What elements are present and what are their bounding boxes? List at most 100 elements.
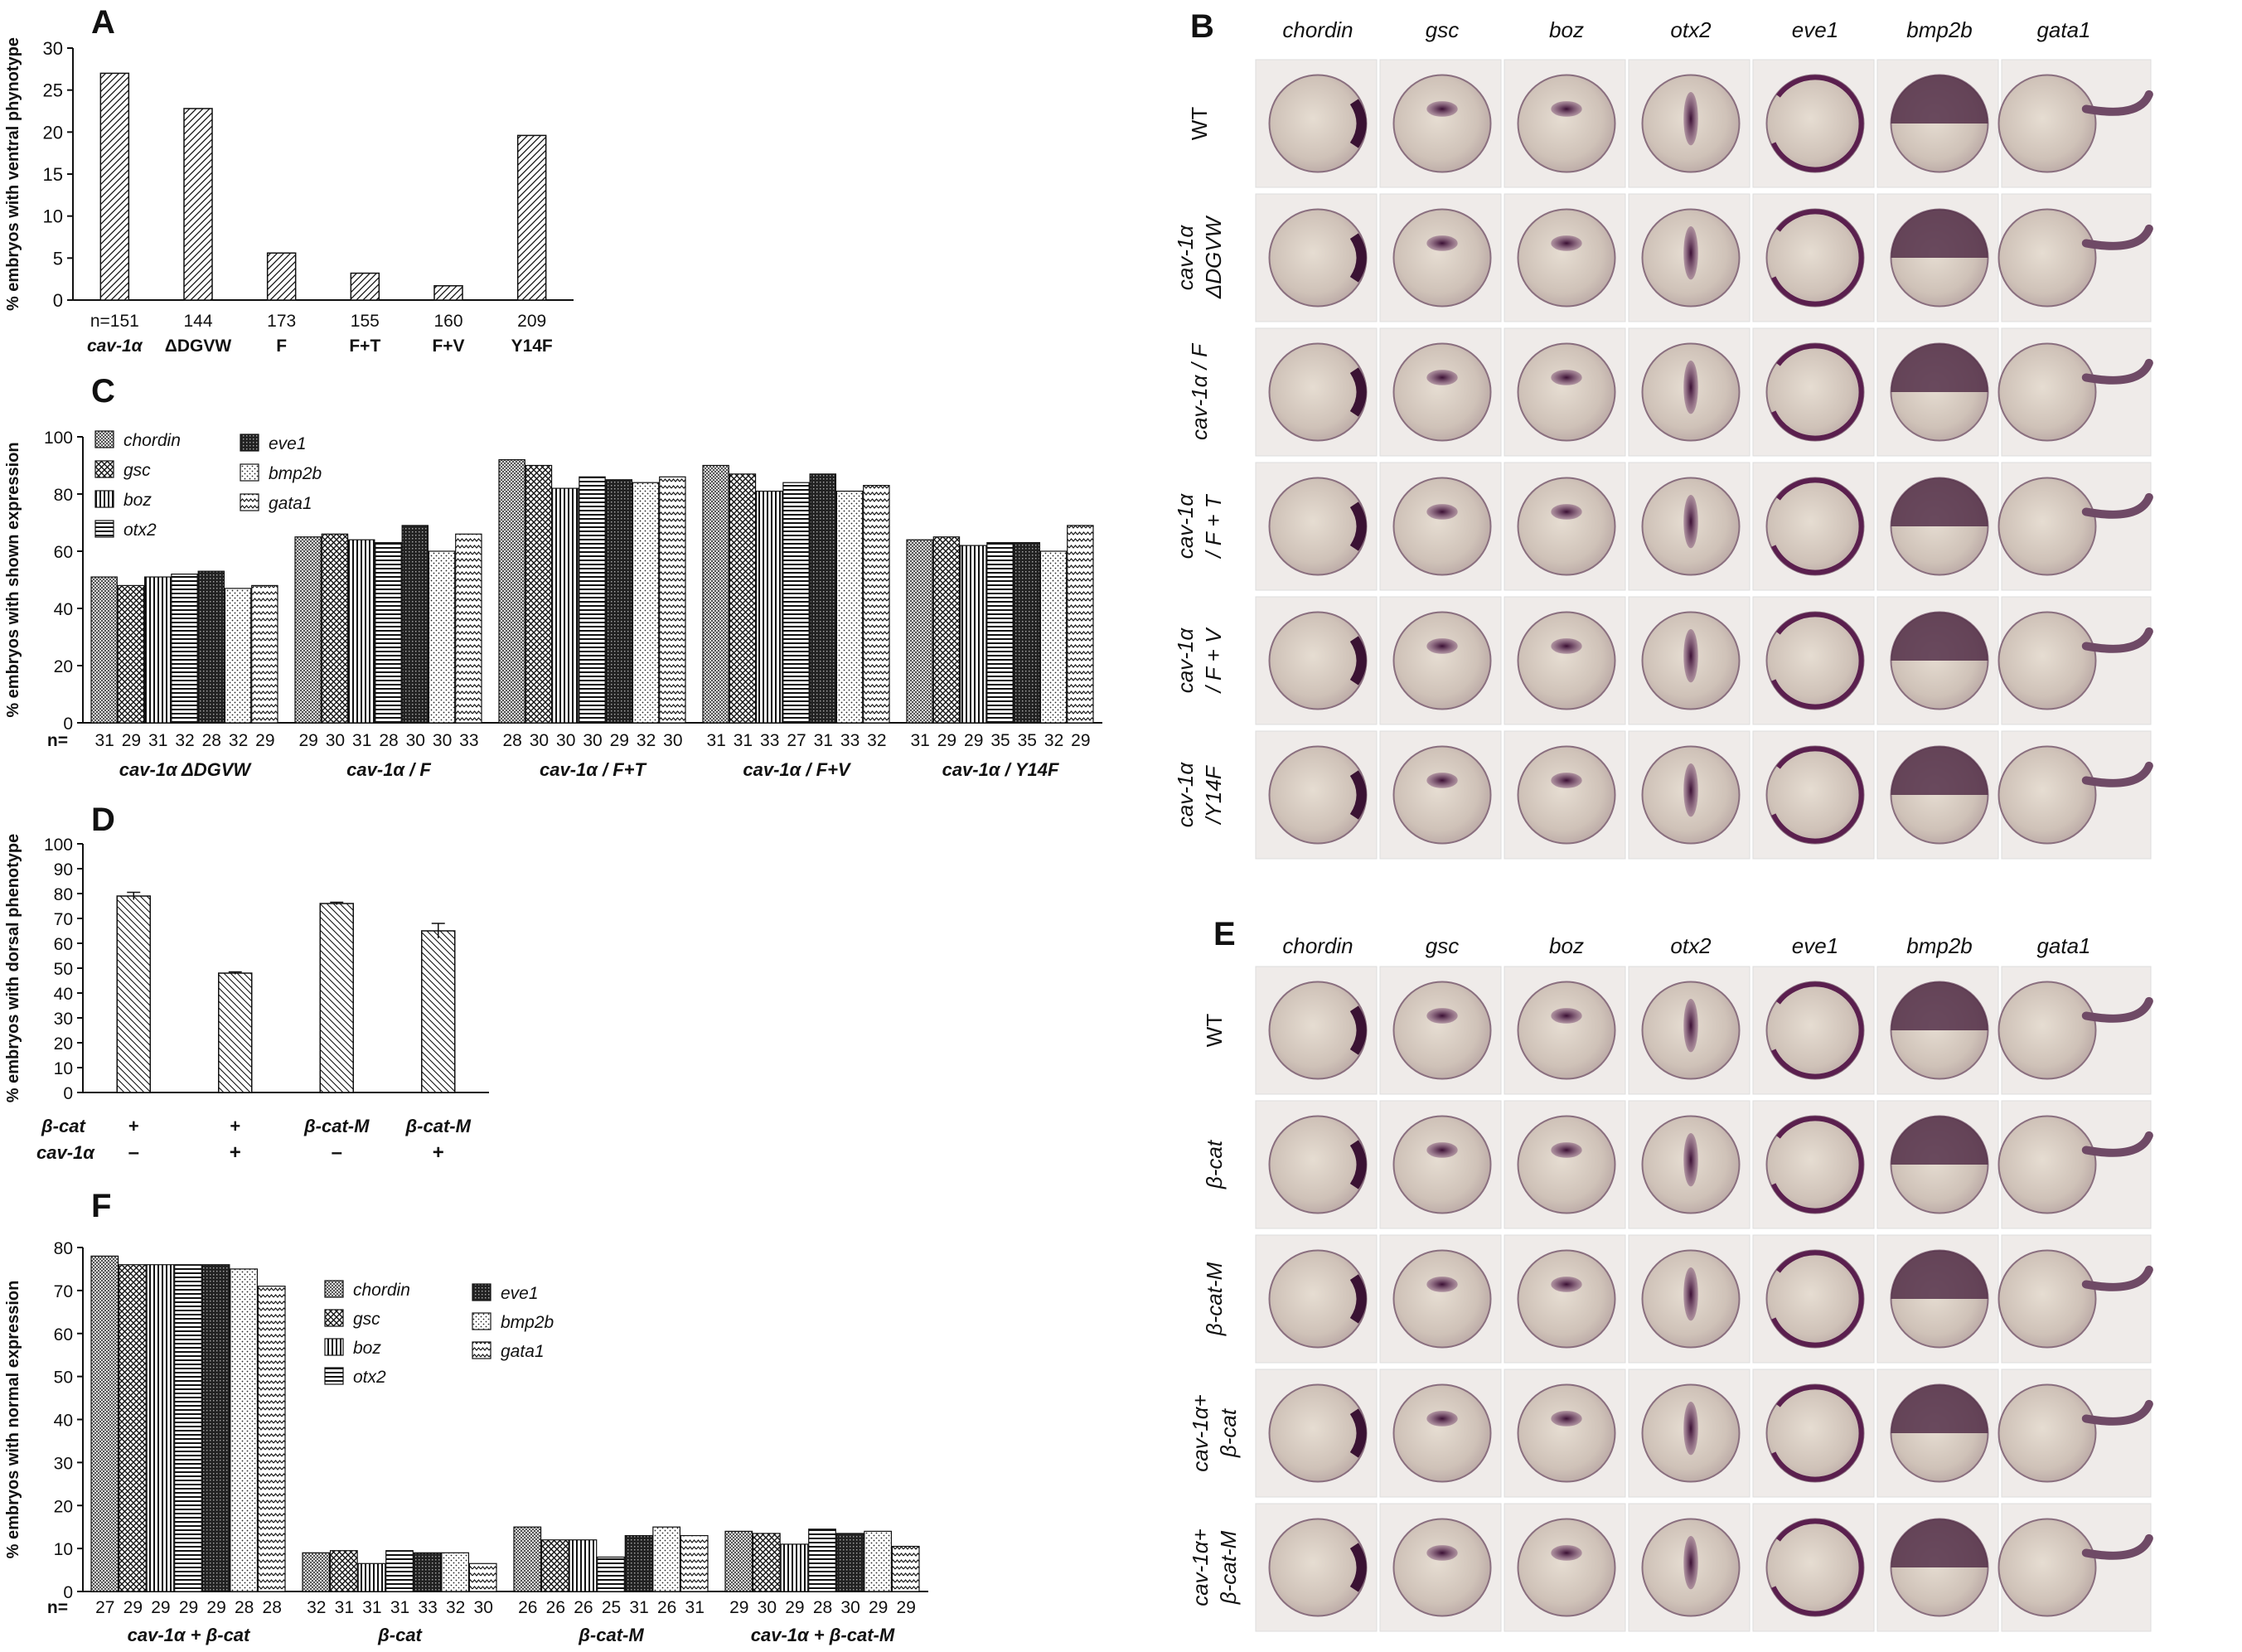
- embryo: [1268, 208, 1368, 308]
- stain: [1891, 612, 1988, 661]
- bar-bmp2b: [632, 482, 660, 724]
- y-axis-title: % embryos with dorsal phenotype: [4, 834, 22, 1103]
- legend-swatch: [94, 520, 114, 538]
- stain: [1891, 343, 1988, 392]
- category-label: F+T: [349, 337, 380, 356]
- y-tick-label: 80: [54, 1239, 73, 1258]
- bar-gsc: [329, 1550, 358, 1592]
- embryo: [1997, 1249, 2097, 1349]
- n-label: 31: [910, 731, 929, 750]
- n-label: 30: [406, 731, 425, 750]
- group-label: cav-1α + β-cat: [128, 1625, 251, 1645]
- y-tick-label: 0: [63, 1583, 73, 1602]
- legend-label: eve1: [501, 1284, 539, 1303]
- stain: [1426, 638, 1458, 654]
- panel-letter-d: D: [91, 802, 115, 838]
- legend-label: otx2: [353, 1368, 386, 1387]
- bar-boz: [357, 1562, 386, 1592]
- embryo: [1268, 1518, 1368, 1617]
- embryo: [1392, 981, 1492, 1080]
- n-label: 31: [685, 1598, 705, 1617]
- gene-header: gata1: [2036, 17, 2090, 42]
- bar-gata1: [891, 1545, 920, 1592]
- embryo: [1997, 611, 2097, 710]
- stain: [1426, 1545, 1458, 1561]
- stain: [1349, 1005, 1367, 1055]
- chart-a-ventral-phenotype: 0 5 10 15 20 25 30 % embryos with ventral phyno…: [4, 37, 574, 356]
- stain: [1551, 101, 1582, 117]
- legend-swatch: [94, 490, 114, 508]
- bar: [99, 72, 130, 301]
- category-label: Y14F: [511, 337, 553, 356]
- embryo: [1517, 1115, 1616, 1214]
- y-tick-label: 30: [54, 1010, 73, 1029]
- stain: [1891, 1519, 1988, 1567]
- row2-value: +: [433, 1141, 444, 1164]
- n-label: 30: [758, 1598, 777, 1617]
- row-label: /Y14F: [1201, 764, 1226, 825]
- stain: [1349, 1408, 1367, 1458]
- stain: [1766, 477, 1864, 575]
- group-label: β-cat: [377, 1625, 423, 1645]
- embryo: [1517, 74, 1616, 173]
- legend-swatch: [240, 434, 259, 452]
- embryo: [1997, 208, 2097, 308]
- n-prefix: n=: [47, 731, 68, 750]
- bar-eve1: [605, 479, 633, 724]
- bar-otx2: [782, 482, 810, 724]
- n-label: 31: [352, 731, 371, 750]
- row-label: β-cat: [1216, 1407, 1241, 1458]
- tail: [2081, 90, 2153, 116]
- n-label: 29: [151, 1598, 170, 1617]
- bar: [116, 895, 151, 1093]
- y-tick-label: 20: [54, 657, 73, 676]
- bar-eve1: [1013, 542, 1041, 724]
- n-prefix: n=: [47, 1598, 68, 1617]
- n-label: 31: [362, 1598, 381, 1617]
- y-axis-title: % embryos with shown expression: [4, 442, 22, 717]
- embryo: [1517, 477, 1616, 576]
- embryo: [1517, 745, 1616, 845]
- stain: [1551, 504, 1582, 520]
- legend-swatch: [94, 460, 114, 478]
- row-label: / F + T: [1201, 493, 1226, 559]
- embryo: [1997, 981, 2097, 1080]
- y-tick-label: 30: [43, 38, 63, 59]
- n-label: 31: [629, 1598, 648, 1617]
- n-label: 29: [869, 1598, 888, 1617]
- bar-gsc: [729, 473, 757, 724]
- bar-boz: [959, 545, 987, 724]
- row-label: WT: [1187, 107, 1212, 141]
- photo-panel-e: chordin gsc boz otx2 eve1 bmp2b gata1 WT β-cat β-…: [1188, 933, 2153, 1632]
- n-label: 29: [897, 1598, 916, 1617]
- bar-otx2: [385, 1550, 414, 1592]
- panel-letter-b: B: [1190, 8, 1214, 45]
- embryo: [1997, 1383, 2097, 1483]
- stain: [1551, 1008, 1582, 1024]
- y-tick-label: 100: [44, 836, 73, 855]
- bar-eve1: [197, 570, 225, 724]
- stain: [1766, 1250, 1864, 1348]
- n-label: 29: [122, 731, 141, 750]
- legend-swatch: [472, 1283, 491, 1301]
- bar-gata1: [455, 533, 482, 724]
- n-label: 31: [734, 731, 753, 750]
- y-tick-label: 10: [54, 1059, 73, 1078]
- embryo: [1517, 342, 1616, 442]
- bar-gata1: [1067, 525, 1094, 724]
- stain: [1683, 1401, 1698, 1456]
- stain: [1683, 494, 1698, 549]
- stain: [1551, 235, 1582, 251]
- gene-header: chordin: [1282, 17, 1353, 42]
- n-label: 31: [335, 1598, 354, 1617]
- bar-gata1: [680, 1534, 709, 1592]
- bar-gsc: [932, 536, 961, 724]
- row-label: cav-1α+: [1188, 1394, 1213, 1472]
- legend-label: chordin: [123, 431, 181, 450]
- n-label: 33: [418, 1598, 437, 1617]
- bar-boz: [146, 1264, 175, 1592]
- stain: [1551, 1545, 1582, 1561]
- n-label: 28: [202, 731, 221, 750]
- bar-gata1: [251, 584, 278, 724]
